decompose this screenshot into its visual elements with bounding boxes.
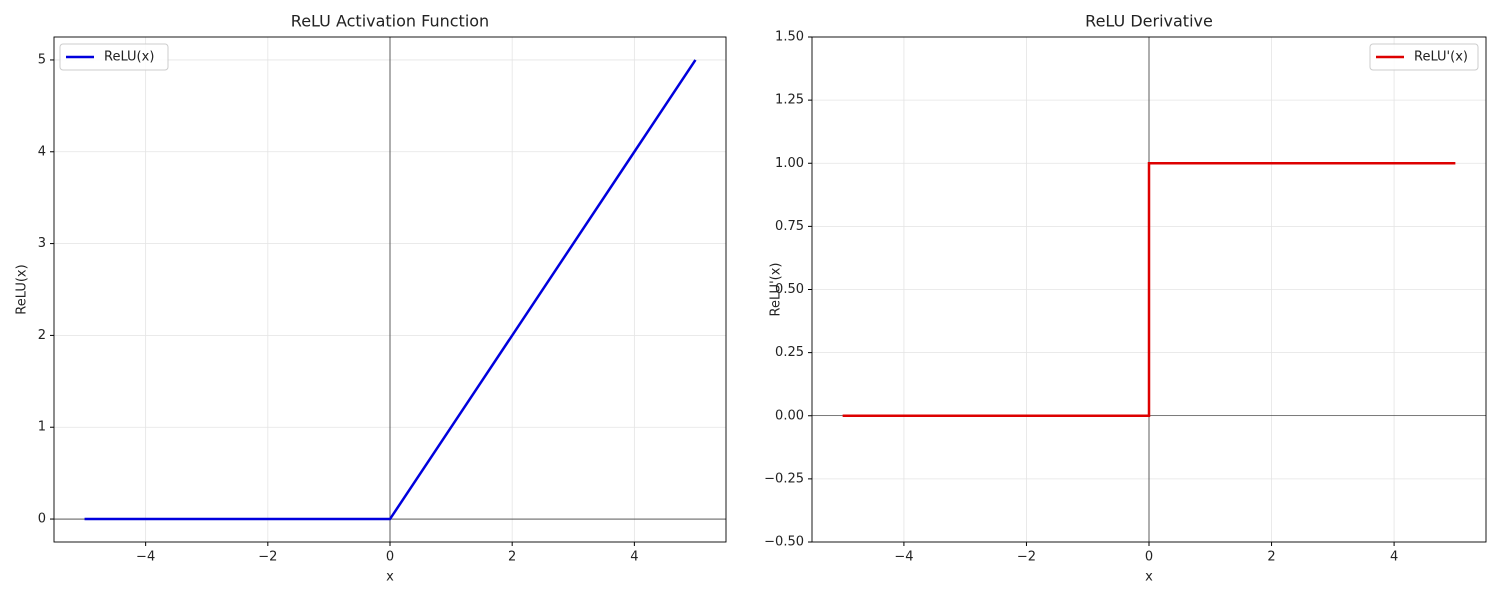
x-axis-label: x [386,570,394,585]
subplot: ReLU Derivative x ReLU'(x) −4 −2 0 2 4 −0.50 −0.2… [764,12,1487,585]
chart-title: ReLU Derivative [1085,12,1213,31]
y-axis-label: ReLU'(x) [769,263,784,317]
x-tick-label: 2 [508,550,516,565]
subplot: ReLU Activation Function x ReLU(x) −4 −2 0 2 4 0… [15,12,727,585]
x-tick-label: −4 [894,550,913,565]
y-tick-label: 0.00 [775,408,804,423]
legend: ReLU(x) [59,43,169,71]
y-tick-label: 2 [38,328,46,343]
y-tick-label: 1.00 [775,156,804,171]
y-tick-label: 3 [38,236,46,251]
plot-frame [53,36,727,543]
x-tick-label: 0 [386,550,394,565]
series-line [842,162,1456,417]
y-tick-label: 0.75 [775,219,804,234]
y-tick-label: 1 [38,420,46,435]
chart-title: ReLU Activation Function [291,12,489,31]
y-tick-label: 1.50 [775,30,804,45]
legend: ReLU'(x) [1369,43,1479,71]
y-tick-label: 1.25 [775,93,804,108]
x-tick-label: 2 [1267,550,1275,565]
x-tick-label: −2 [258,550,277,565]
x-tick-label: 0 [1145,550,1153,565]
x-axis-label: x [1145,570,1153,585]
y-tick-label: 0.50 [775,282,804,297]
y-tick-label: 0.25 [775,345,804,360]
legend-label: ReLU'(x) [1414,50,1468,65]
y-axis-label: ReLU(x) [15,264,30,314]
x-tick-label: 4 [630,550,638,565]
y-tick-label: 0 [38,512,46,527]
y-tick-label: 4 [38,144,46,159]
series-line [84,59,697,521]
legend-box [59,43,169,71]
y-tick-label: −0.50 [764,535,804,550]
x-tick-label: 4 [1390,550,1398,565]
x-tick-label: −4 [136,550,155,565]
y-tick-label: −0.25 [764,471,804,486]
y-tick-label: 5 [38,52,46,67]
x-tick-label: −2 [1017,550,1036,565]
legend-box [1369,43,1479,71]
plot-frame [811,36,1487,543]
legend-label: ReLU(x) [104,50,154,65]
